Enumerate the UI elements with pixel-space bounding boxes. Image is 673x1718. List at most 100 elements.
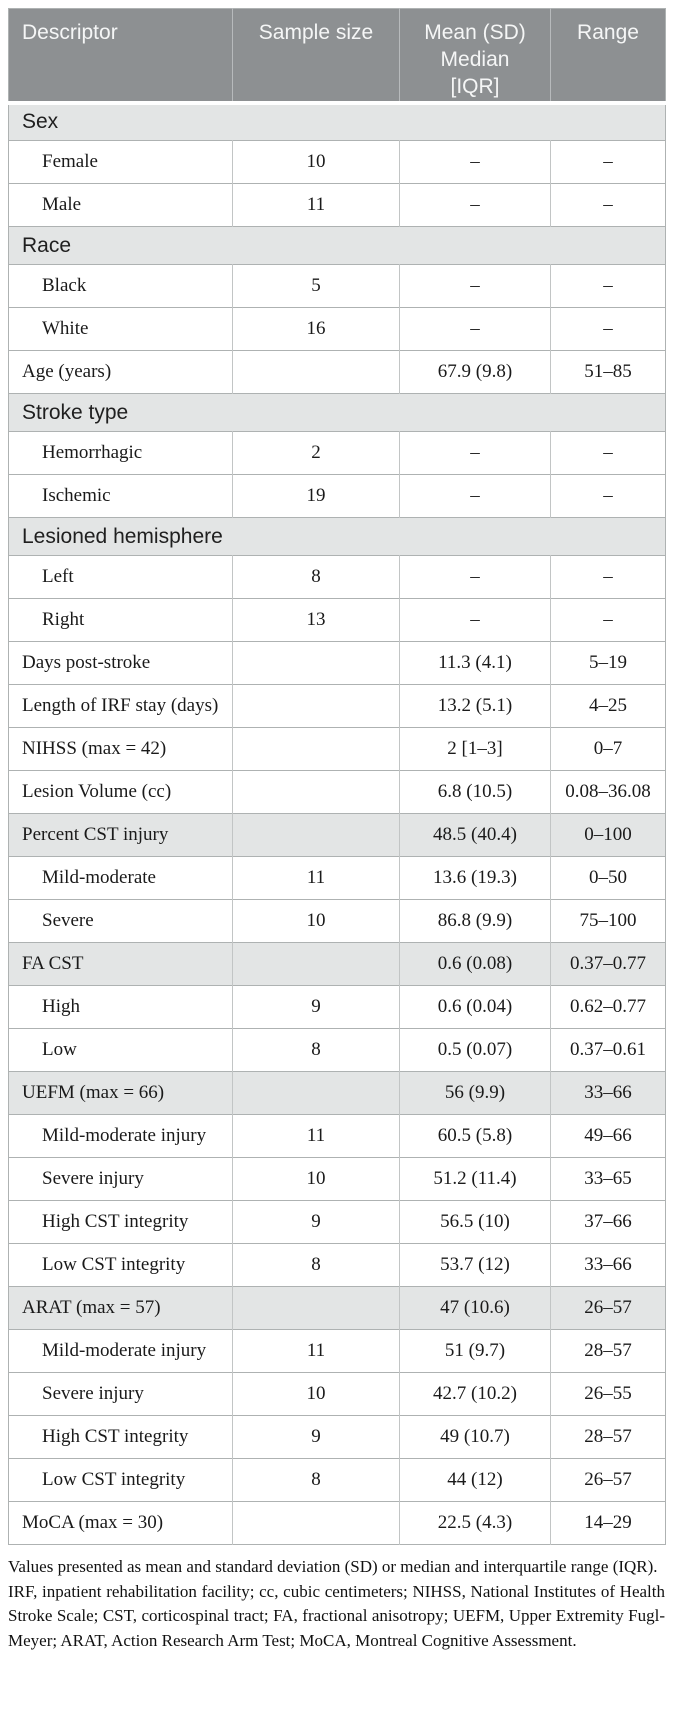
cell-sample-size: 2: [232, 431, 400, 475]
cell-sample-size: 5: [232, 264, 400, 308]
cell-sample-size: 9: [232, 985, 400, 1029]
cell-descriptor: Male: [42, 194, 82, 216]
cell-mean: 44 (12): [399, 1458, 551, 1502]
cell-sample-size: [232, 813, 400, 857]
cell-mean: –: [399, 474, 551, 518]
cell-sample-size: 8: [232, 1243, 400, 1287]
cell-mean: 13.6 (19.3): [399, 856, 551, 900]
cell-range: 0.37–0.77: [550, 942, 666, 986]
cell-range: 0–100: [550, 813, 666, 857]
cell-descriptor: Black: [42, 275, 87, 297]
cell-descriptor: Length of IRF stay (days): [22, 695, 219, 717]
table-row: High CST integrity 9 56.5 (10) 37–66: [8, 1200, 666, 1244]
table-row: Female 10– –: [8, 140, 666, 184]
cell-descriptor: Percent CST injury: [8, 813, 233, 857]
footnote-values-note: Values presented as mean and standard de…: [8, 1557, 658, 1577]
cell-sample-size: 10: [232, 899, 400, 943]
table-row: Ischemic 19– –: [8, 474, 666, 518]
cell-mean: 56.5 (10): [399, 1200, 551, 1244]
cell-mean: –: [399, 140, 551, 184]
table-row: Left 8– –: [8, 555, 666, 599]
cell-range: 0–7: [550, 727, 666, 771]
cell-mean: –: [399, 598, 551, 642]
cell-mean: 51 (9.7): [399, 1329, 551, 1373]
cell-range: 4–25: [550, 684, 666, 728]
cell-range: 33–66: [550, 1243, 666, 1287]
table-row: Percent CST injury 48.5 (40.4) 0–100: [8, 813, 666, 857]
section-label: Sex: [8, 102, 666, 141]
table-row: High 9 0.6 (0.04) 0.62–0.77: [8, 985, 666, 1029]
cell-mean: 42.7 (10.2): [399, 1372, 551, 1416]
cell-range: –: [550, 140, 666, 184]
cell-descriptor: Mild-moderate injury: [42, 1125, 207, 1147]
cell-descriptor: High: [42, 996, 80, 1018]
cell-sample-size: 11: [232, 1114, 400, 1158]
cell-sample-size: 13: [232, 598, 400, 642]
cell-range: 26–55: [550, 1372, 666, 1416]
cell-range: –: [550, 307, 666, 351]
col-header-descriptor: Descriptor: [8, 8, 233, 105]
cell-mean: –: [399, 555, 551, 599]
section-label: Race: [8, 226, 666, 265]
cell-descriptor: Low: [42, 1039, 77, 1061]
section-row: Race: [8, 226, 666, 265]
cell-descriptor: Low CST integrity: [42, 1254, 186, 1276]
cell-sample-size: 10: [232, 140, 400, 184]
table-row: FA CST 0.6 (0.08) 0.37–0.77: [8, 942, 666, 986]
section-label: Stroke type: [8, 393, 666, 432]
cell-descriptor: Days post-stroke: [22, 652, 151, 674]
table-row: Severe 10 86.8 (9.9) 75–100: [8, 899, 666, 943]
cell-descriptor: ARAT (max = 57): [8, 1286, 233, 1330]
cell-sample-size: 16: [232, 307, 400, 351]
cell-range: 33–65: [550, 1157, 666, 1201]
cell-mean: –: [399, 431, 551, 475]
cell-descriptor: MoCA (max = 30): [22, 1512, 164, 1534]
cell-mean: 51.2 (11.4): [399, 1157, 551, 1201]
section-label: Lesioned hemisphere: [8, 517, 666, 556]
cell-range: 26–57: [550, 1286, 666, 1330]
cell-mean: –: [399, 307, 551, 351]
table-row: MoCA (max = 30) 22.5 (4.3) 14–29: [8, 1501, 666, 1545]
table-row: Mild-moderate 11 13.6 (19.3) 0–50: [8, 856, 666, 900]
cell-sample-size: [232, 684, 400, 728]
table-row: Right 13– –: [8, 598, 666, 642]
cell-range: –: [550, 264, 666, 308]
cell-range: 5–19: [550, 641, 666, 685]
cell-sample-size: [232, 727, 400, 771]
cell-range: 49–66: [550, 1114, 666, 1158]
cell-range: 37–66: [550, 1200, 666, 1244]
cell-range: –: [550, 555, 666, 599]
table-row: Length of IRF stay (days) 13.2 (5.1) 4–25: [8, 684, 666, 728]
cell-range: 0.62–0.77: [550, 985, 666, 1029]
cell-range: 28–57: [550, 1415, 666, 1459]
cell-descriptor: Mild-moderate: [42, 867, 156, 889]
paper-table-page: Descriptor Sample size Mean (SD) Median …: [8, 8, 666, 1650]
table-row: Low CST integrity 8 44 (12) 26–57: [8, 1458, 666, 1502]
cell-mean: 67.9 (9.8): [399, 350, 551, 394]
cell-descriptor: UEFM (max = 66): [8, 1071, 233, 1115]
cell-sample-size: [232, 1071, 400, 1115]
cell-range: 28–57: [550, 1329, 666, 1373]
table-row: Mild-moderate injury 11 60.5 (5.8) 49–66: [8, 1114, 666, 1158]
cell-sample-size: 8: [232, 1458, 400, 1502]
table-row: Black 5– –: [8, 264, 666, 308]
cell-range: 14–29: [550, 1501, 666, 1545]
cell-mean: 60.5 (5.8): [399, 1114, 551, 1158]
cell-mean: 2 [1–3]: [399, 727, 551, 771]
table-header: Descriptor Sample size Mean (SD) Median …: [8, 8, 666, 105]
cell-range: 26–57: [550, 1458, 666, 1502]
table-row: Low CST integrity 8 53.7 (12) 33–66: [8, 1243, 666, 1287]
table-row: Severe injury 10 51.2 (11.4) 33–65: [8, 1157, 666, 1201]
cell-sample-size: 8: [232, 1028, 400, 1072]
footnote-abbreviations: IRF, inpatient rehabilitation facility; …: [8, 1582, 665, 1650]
cell-mean: 47 (10.6): [399, 1286, 551, 1330]
cell-sample-size: [232, 350, 400, 394]
table-row: NIHSS (max = 42) 2 [1–3] 0–7: [8, 727, 666, 771]
cell-mean: 53.7 (12): [399, 1243, 551, 1287]
cell-range: –: [550, 183, 666, 227]
section-row: Sex: [8, 102, 666, 141]
cell-mean: –: [399, 264, 551, 308]
cell-sample-size: [232, 641, 400, 685]
cell-mean: 48.5 (40.4): [399, 813, 551, 857]
cell-mean: 49 (10.7): [399, 1415, 551, 1459]
